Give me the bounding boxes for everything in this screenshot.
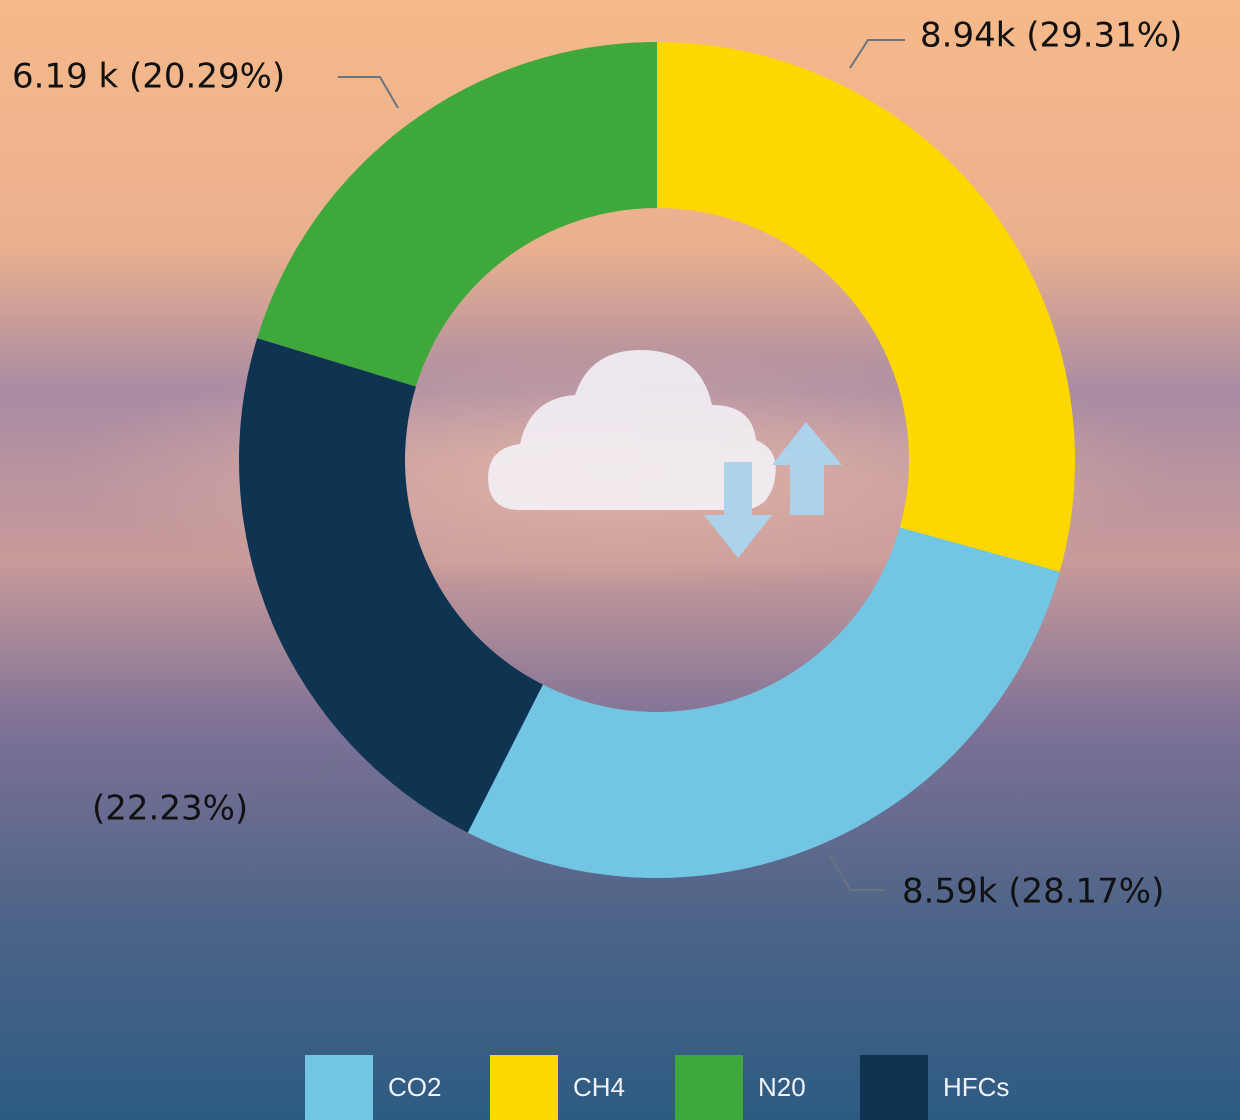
data-label: 6.19 k (20.29%) xyxy=(12,57,285,97)
legend-swatch xyxy=(490,1055,558,1120)
legend-swatch xyxy=(675,1055,743,1120)
legend-label: CO2 xyxy=(388,1072,441,1102)
legend-label: CH4 xyxy=(573,1072,625,1102)
chart: 8.94k (29.31%) 8.59k (28.17%) (22.23%) 6.19… xyxy=(0,0,1240,1120)
page: 8.94k (29.31%) 8.59k (28.17%) (22.23%) 6.19… xyxy=(0,0,1240,1120)
data-label: (22.23%) xyxy=(92,789,248,829)
data-label: 8.59k (28.17%) xyxy=(902,872,1164,912)
legend-swatch xyxy=(860,1055,928,1120)
legend-label: HFCs xyxy=(943,1072,1009,1102)
legend-label: N20 xyxy=(758,1072,806,1102)
legend-swatch xyxy=(305,1055,373,1120)
data-label: 8.94k (29.31%) xyxy=(920,16,1182,56)
